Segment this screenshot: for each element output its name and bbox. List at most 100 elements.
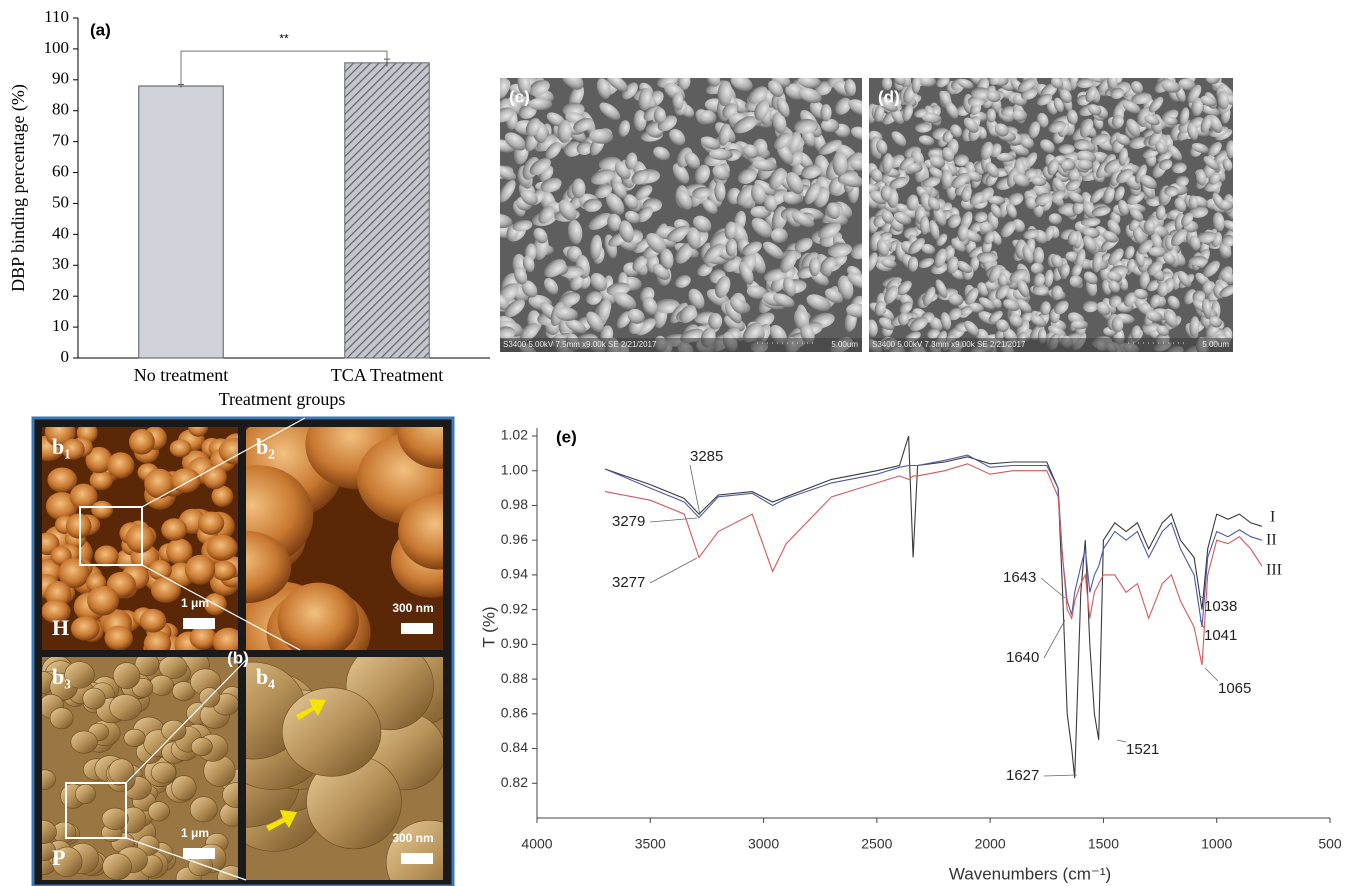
afm-grain [75,784,95,803]
x-tick-label: No treatment [134,365,228,385]
spectrum-line [605,455,1262,627]
peak-label: 1627 [1006,767,1039,784]
bacterium [496,326,515,339]
afm-grain [71,616,100,640]
bar [345,63,429,358]
bacterium [1189,256,1208,266]
y-tick-label: 20 [52,285,69,304]
panel-label: (e) [556,427,577,446]
figure: 0102030405060708090100110DBP binding per… [0,0,1346,886]
bacterium [986,109,996,123]
y-tick-label: 0.82 [501,774,528,790]
afm-grain [170,440,192,458]
x-tick-label: 1000 [1201,836,1232,852]
panel-label: (c) [509,87,530,106]
afm-grain [50,708,73,729]
afm-grain [124,729,145,746]
scale-bar [401,853,433,864]
afm-mode: H [52,615,69,640]
afm-grain [190,797,217,822]
afm-grain [144,469,174,499]
panel-label: (b) [227,648,249,667]
spectrum-line [605,464,1262,665]
afm-grain [47,467,77,492]
y-tick-label: 0.84 [501,739,528,755]
afm-mode: P [52,845,65,870]
afm-grain [129,429,155,455]
bacterium [1061,160,1075,171]
y-tick-label: 0.96 [501,531,528,547]
peak-pointer [650,518,697,522]
series-label: II [1266,532,1277,549]
scale-bar [183,848,215,859]
afm-grain [91,501,113,519]
y-tick-label: 80 [52,100,69,119]
scale-label: 300 nm [392,831,433,845]
sem-scale: 5.00um [1202,340,1229,349]
peak-label: 1041 [1204,627,1237,644]
y-tick-label: 40 [52,223,69,242]
peak-label: 3277 [612,574,645,591]
peak-pointer [650,558,697,583]
x-tick-label: 1500 [1088,836,1119,852]
sem-image: S3400 5.00kV 7.5mm x9.00k SE 2/21/2017 5.… [487,68,874,362]
sem-image: S3400 5.00kV 7.3mm x9.00k SE 2/21/20175.… [862,68,1244,361]
afm-grain [102,808,128,830]
afm-grain [282,688,381,777]
afm-grain [66,514,92,539]
afm-grain [151,577,181,603]
y-tick-label: 100 [44,38,70,57]
y-tick-label: 1.02 [501,427,528,443]
significance-label: ** [279,31,289,45]
afm-grain [198,511,224,534]
bacterium [961,189,971,203]
peak-label: 1640 [1006,649,1039,666]
line-chart: 0.820.840.860.880.900.920.940.960.981.00… [479,427,1341,884]
x-tick-label: 500 [1318,836,1342,852]
afm-grain [171,776,196,801]
x-tick-label: 2500 [861,836,892,852]
afm-grain [148,802,169,821]
y-tick-label: 0.86 [501,705,528,721]
afm-panel-label: b₂ [256,434,275,459]
afm-grain [71,731,97,753]
bar [139,86,223,358]
afm-grain [397,394,482,469]
y-tick-label: 70 [52,131,69,150]
afm-grain [212,561,237,581]
y-tick-label: 0.98 [501,496,528,512]
y-tick-label: 90 [52,69,69,88]
peak-pointer [1041,578,1065,598]
y-tick-label: 0.92 [501,600,528,616]
sem-scale: 5.00um [831,340,858,349]
afm-panel-label: b₄ [256,664,275,689]
peak-label: 1038 [1204,598,1237,615]
peak-label: 1643 [1003,569,1036,586]
y-axis-title: DBP binding percentage (%) [8,84,29,292]
afm-grain [110,694,142,720]
peak-label: 3279 [612,513,645,530]
peak-pointer [690,465,700,515]
peak-label: 3285 [690,448,723,465]
y-tick-label: 30 [52,254,69,273]
afm-grain [87,586,119,616]
x-tick-label: TCA Treatment [331,365,444,385]
afm-grain [191,738,212,756]
panel-label: (d) [878,87,900,106]
afm-grain [185,555,215,585]
sem-footer: S3400 5.00kV 7.5mm x9.00k SE 2/21/2017 [503,340,657,349]
afm-grain [83,688,105,709]
x-tick-label: 3000 [748,836,779,852]
y-tick-label: 1.00 [501,461,528,477]
afm-grain [104,626,133,651]
afm-grain [150,675,174,695]
afm-grain [151,762,176,783]
afm-grain [206,535,237,561]
scale-label: 1 μm [181,826,209,840]
y-tick-label: 0 [61,347,70,366]
peak-pointer [1117,740,1126,742]
x-axis-title: Wavenumbers (cm⁻¹) [949,864,1111,883]
afm-grain [107,452,134,478]
y-tick-label: 0.94 [501,566,528,582]
peak-pointer [1044,775,1077,776]
